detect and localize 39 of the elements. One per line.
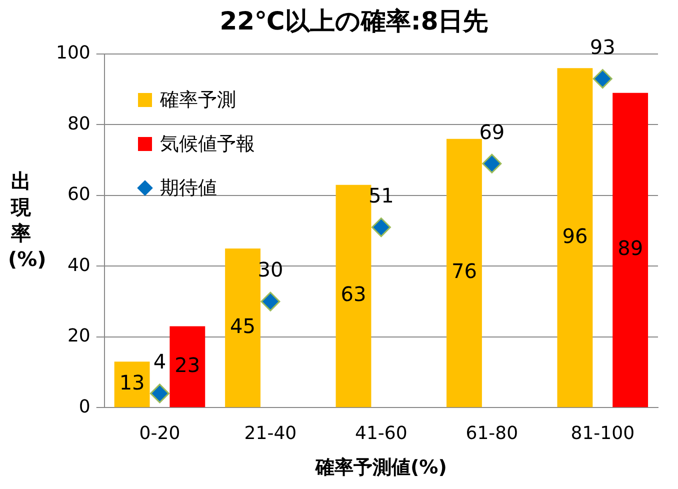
y-tick-label: 80 <box>67 113 90 134</box>
bar <box>612 92 648 408</box>
data-label: 76 <box>452 259 477 284</box>
chart-title: 22℃以上の確率:8日先 <box>220 6 488 36</box>
point <box>371 218 391 238</box>
y-tick-label: 0 <box>78 396 90 418</box>
data-label: 13 <box>119 370 145 395</box>
bar <box>225 248 260 408</box>
y-tick-label: 20 <box>67 326 90 347</box>
bar <box>114 362 150 408</box>
data-label: 4 <box>153 350 166 374</box>
legend-label: 期待値 <box>160 176 217 201</box>
bar <box>170 326 206 408</box>
y-tick-label: 60 <box>67 184 90 206</box>
x-tick-label: 0-20 <box>139 423 180 444</box>
data-label: 63 <box>340 282 366 306</box>
x-tick-label: 81-100 <box>570 423 635 444</box>
legend-label: 気候値予報 <box>160 132 255 157</box>
y-tick-label: 100 <box>56 42 90 64</box>
point <box>592 69 612 88</box>
data-label: 23 <box>174 352 200 377</box>
y-axis-title: 出現率(%) <box>8 168 46 272</box>
y-tick-label: 40 <box>67 254 90 276</box>
bar <box>557 68 593 408</box>
x-tick-label: 21-40 <box>244 423 297 444</box>
x-tick-label: 41-60 <box>355 423 408 444</box>
point <box>150 384 170 404</box>
data-label: 96 <box>562 224 588 248</box>
data-label: 45 <box>230 314 256 338</box>
bar <box>336 184 372 408</box>
point <box>482 154 502 174</box>
data-label: 89 <box>618 236 644 260</box>
bar <box>446 138 482 408</box>
data-label: 93 <box>590 34 616 59</box>
data-label: 69 <box>479 120 505 144</box>
x-axis-title: 確率予測値(%) <box>314 456 447 479</box>
x-tick-label: 61-80 <box>466 423 518 444</box>
point <box>260 292 280 312</box>
legend-label: 確率予測 <box>160 88 236 113</box>
